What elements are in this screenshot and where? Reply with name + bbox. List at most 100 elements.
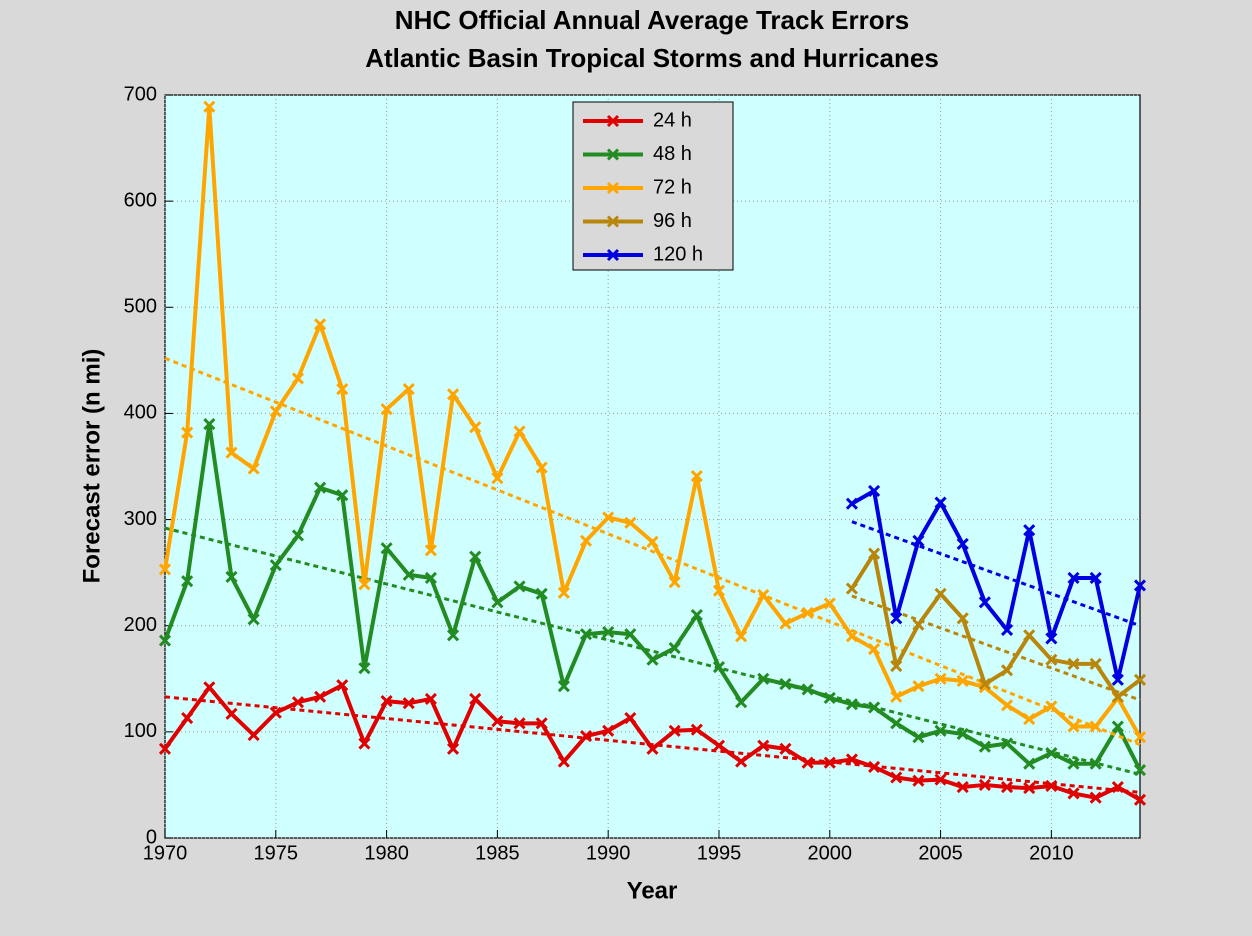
marker: [1133, 673, 1147, 686]
marker: [956, 727, 969, 741]
marker: [491, 596, 504, 609]
marker: [1023, 782, 1036, 795]
marker: [978, 778, 991, 791]
marker: [579, 628, 593, 641]
marker: [845, 698, 858, 711]
marker: [934, 496, 947, 509]
marker: [1000, 699, 1014, 712]
x-tick-label: 1995: [697, 842, 742, 864]
marker: [1111, 780, 1124, 794]
marker: [912, 534, 925, 547]
marker: [557, 680, 570, 693]
legend-marker: [606, 114, 620, 128]
marker: [1023, 713, 1036, 726]
marker: [269, 405, 282, 418]
marker: [912, 618, 925, 631]
marker: [447, 742, 460, 755]
marker: [203, 417, 216, 431]
marker: [225, 570, 238, 583]
x-tick-label: 2005: [918, 842, 963, 864]
y-tick-label: 300: [124, 508, 157, 530]
trend-line: [851, 594, 1141, 702]
marker: [779, 678, 792, 691]
marker: [823, 756, 836, 769]
marker: [158, 742, 172, 755]
marker: [1045, 779, 1058, 793]
marker: [336, 679, 349, 692]
marker: [668, 724, 681, 737]
marker: [868, 760, 881, 773]
marker: [513, 717, 526, 730]
marker: [602, 626, 615, 639]
marker: [668, 576, 681, 589]
marker: [1067, 787, 1080, 800]
legend-marker: [606, 148, 620, 161]
marker: [1000, 664, 1014, 677]
marker: [557, 755, 570, 768]
marker: [801, 756, 814, 769]
marker: [934, 773, 947, 786]
marker: [314, 690, 327, 703]
marker: [912, 774, 925, 787]
marker: [1133, 579, 1147, 592]
marker: [402, 697, 415, 710]
marker: [469, 550, 482, 563]
marker: [890, 717, 903, 730]
marker: [624, 711, 637, 725]
marker: [956, 537, 969, 551]
marker: [247, 728, 260, 742]
series-line: [850, 488, 1142, 682]
marker: [779, 617, 792, 630]
marker: [868, 484, 881, 497]
marker: [890, 659, 903, 673]
marker: [890, 612, 903, 625]
marker: [868, 547, 881, 560]
marker: [269, 706, 282, 719]
marker: [1089, 791, 1102, 804]
x-tick-label: 1980: [364, 842, 409, 864]
marker: [1111, 673, 1124, 686]
y-tick-label: 100: [124, 720, 157, 742]
marker: [225, 446, 238, 459]
marker: [1023, 757, 1036, 770]
x-axis-label: Year: [627, 877, 678, 904]
marker: [358, 578, 371, 591]
y-tick-label: 0: [146, 826, 157, 848]
marker: [358, 737, 371, 750]
marker: [845, 630, 858, 643]
marker: [424, 544, 437, 557]
y-axis-label: Forecast error (n mi): [78, 349, 105, 584]
marker: [624, 516, 637, 529]
marker: [314, 318, 327, 331]
marker: [535, 461, 548, 474]
marker: [956, 612, 969, 625]
marker: [181, 426, 194, 439]
legend-marker: [606, 181, 620, 195]
marker: [1067, 757, 1080, 770]
trend-line: [164, 356, 1141, 746]
x-tick-label: 1970: [143, 842, 188, 864]
marker: [424, 692, 437, 706]
marker: [579, 534, 593, 547]
marker: [181, 575, 194, 588]
marker: [491, 472, 504, 485]
marker: [469, 692, 482, 706]
marker: [291, 372, 305, 385]
marker: [801, 606, 814, 620]
marker: [757, 672, 770, 685]
marker: [579, 730, 593, 743]
marker: [602, 724, 615, 737]
marker: [1023, 524, 1036, 537]
marker: [380, 695, 393, 708]
marker: [1045, 747, 1058, 760]
marker: [1000, 780, 1014, 794]
marker: [247, 462, 260, 475]
marker: [823, 597, 836, 610]
marker: [1045, 653, 1058, 666]
x-tick-label: 1985: [475, 842, 520, 864]
marker: [336, 489, 349, 502]
marker: [1000, 737, 1014, 750]
legend-label: 48 h: [653, 143, 692, 165]
marker: [712, 739, 726, 752]
marker: [535, 587, 548, 600]
